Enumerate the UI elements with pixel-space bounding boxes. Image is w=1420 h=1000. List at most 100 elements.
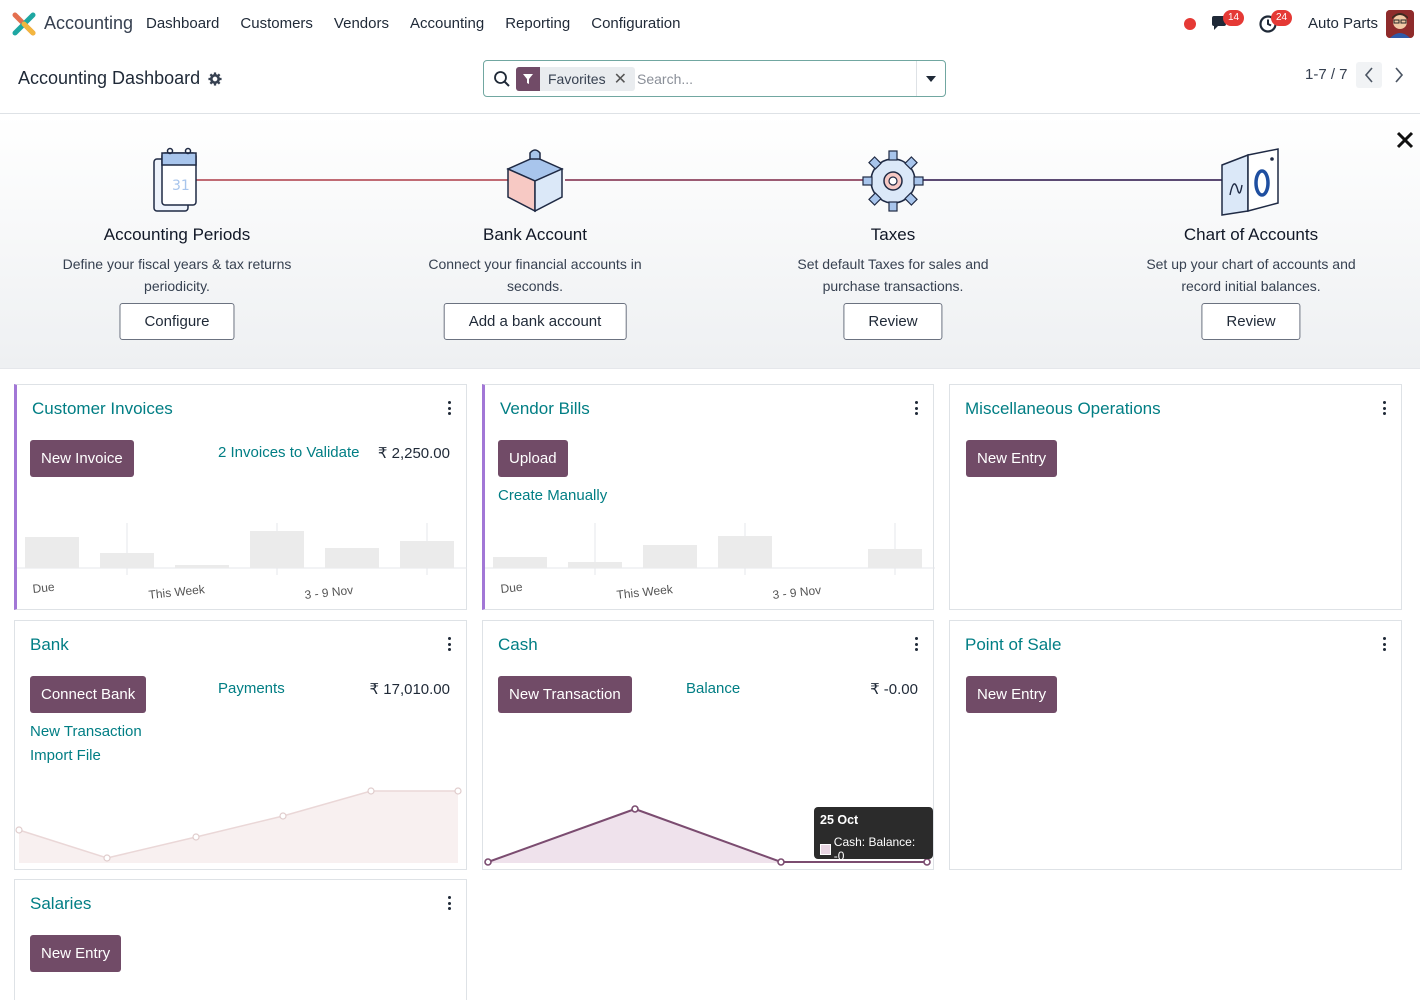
- bank-line-graph[interactable]: [15, 781, 465, 869]
- menu-vendors[interactable]: Vendors: [333, 15, 389, 32]
- bar[interactable]: [568, 562, 622, 568]
- menu-accounting[interactable]: Accounting: [409, 15, 485, 32]
- search-input[interactable]: [637, 69, 907, 89]
- bar[interactable]: [400, 541, 454, 568]
- data-point[interactable]: [103, 854, 111, 862]
- close-icon[interactable]: [1395, 130, 1415, 150]
- data-point[interactable]: [192, 833, 200, 841]
- user-avatar[interactable]: [1386, 10, 1414, 38]
- new-transaction-link[interactable]: New Transaction: [30, 723, 142, 740]
- review-chart-of-accounts-button[interactable]: Review: [1201, 303, 1301, 340]
- search-bar[interactable]: Favorites ✕: [483, 60, 946, 97]
- salaries-card: Salaries New Entry: [14, 879, 467, 1000]
- kebab-menu-icon[interactable]: [915, 401, 919, 417]
- company-switcher[interactable]: Auto Parts: [1308, 15, 1379, 32]
- cash-card: Cash New Transaction Balance ₹ -0.00 25 …: [482, 620, 934, 870]
- remove-facet-icon[interactable]: ✕: [613, 71, 627, 88]
- bar[interactable]: [250, 531, 304, 568]
- step-description: Set up your chart of accounts and record…: [1146, 256, 1356, 294]
- data-point[interactable]: [631, 805, 639, 813]
- menu-customers[interactable]: Customers: [240, 15, 313, 32]
- step-connector: [920, 179, 1225, 181]
- bar[interactable]: [868, 549, 922, 568]
- bar[interactable]: [175, 565, 229, 568]
- point-of-sale-card: Point of Sale New Entry: [949, 620, 1402, 870]
- step-title: Accounting Periods: [103, 225, 251, 244]
- data-point[interactable]: [279, 812, 287, 820]
- new-invoice-button[interactable]: New Invoice: [30, 440, 134, 477]
- search-icon[interactable]: [493, 70, 511, 88]
- bank-balance-amount[interactable]: ₹ 17,010.00: [369, 681, 450, 698]
- pager-next-button[interactable]: [1386, 62, 1412, 88]
- step-description: Define your fiscal years & tax returns p…: [62, 256, 292, 294]
- balance-link[interactable]: Balance: [686, 680, 741, 697]
- bar[interactable]: [643, 545, 697, 568]
- legend-swatch: [820, 843, 831, 855]
- gears-icon: [862, 150, 924, 212]
- bar[interactable]: [25, 537, 79, 568]
- bills-bar-graph[interactable]: Due This Week 3 - 9 Nov: [485, 515, 935, 610]
- new-entry-button[interactable]: New Entry: [30, 935, 122, 972]
- chevron-right-icon: [1395, 67, 1404, 83]
- data-point[interactable]: [454, 787, 462, 795]
- bar[interactable]: [325, 548, 379, 568]
- card-title[interactable]: Bank: [30, 635, 69, 654]
- card-title[interactable]: Point of Sale: [965, 635, 1062, 654]
- new-entry-button[interactable]: New Entry: [966, 676, 1058, 713]
- svg-text:31: 31: [172, 178, 190, 194]
- step-title: Taxes: [870, 225, 916, 244]
- create-manually-link[interactable]: Create Manually: [498, 487, 608, 504]
- invoices-bar-graph[interactable]: Due This Week 3 - 9 Nov: [17, 515, 467, 610]
- cash-balance-amount[interactable]: ₹ -0.00: [870, 681, 918, 698]
- bar[interactable]: [493, 557, 547, 568]
- upload-button[interactable]: Upload: [498, 440, 568, 477]
- menu-configuration[interactable]: Configuration: [591, 15, 681, 32]
- new-transaction-button[interactable]: New Transaction: [498, 676, 632, 713]
- card-title[interactable]: Cash: [498, 635, 538, 654]
- connect-bank-button[interactable]: Connect Bank: [30, 676, 147, 713]
- new-entry-button[interactable]: New Entry: [966, 440, 1058, 477]
- app-name[interactable]: Accounting: [44, 13, 134, 33]
- card-title[interactable]: Salaries: [30, 894, 92, 913]
- import-file-link[interactable]: Import File: [30, 747, 101, 764]
- data-point[interactable]: [15, 826, 23, 834]
- bar[interactable]: [100, 553, 154, 568]
- cash-line-graph[interactable]: [483, 801, 933, 869]
- data-point[interactable]: [777, 858, 785, 866]
- data-point[interactable]: [367, 787, 375, 795]
- invoices-amount[interactable]: ₹ 2,250.00: [377, 445, 450, 462]
- top-navbar: Accounting Dashboard Customers Vendors A…: [0, 0, 1420, 48]
- kebab-menu-icon[interactable]: [448, 401, 452, 417]
- menu-dashboard[interactable]: Dashboard: [146, 15, 220, 32]
- pager-value[interactable]: 1-7 / 7: [1305, 66, 1348, 83]
- step-title: Bank Account: [483, 225, 587, 244]
- accounting-app-logo-icon[interactable]: [12, 12, 36, 36]
- tooltip-row: Cash: Balance: -0: [820, 835, 927, 863]
- pager-previous-button[interactable]: [1356, 62, 1382, 88]
- card-title[interactable]: Vendor Bills: [500, 399, 590, 418]
- kebab-menu-icon[interactable]: [1383, 401, 1387, 417]
- data-point[interactable]: [484, 858, 492, 866]
- main-menu: Dashboard Customers Vendors Accounting R…: [146, 15, 680, 32]
- kebab-menu-icon[interactable]: [915, 637, 919, 653]
- card-title[interactable]: Customer Invoices: [32, 399, 173, 418]
- favorites-facet[interactable]: Favorites ✕: [516, 67, 635, 91]
- configure-button[interactable]: Configure: [119, 303, 235, 340]
- payments-link[interactable]: Payments: [218, 680, 285, 697]
- add-bank-account-button[interactable]: Add a bank account: [443, 303, 627, 340]
- card-title[interactable]: Miscellaneous Operations: [965, 399, 1161, 418]
- recording-indicator-icon[interactable]: [1184, 18, 1196, 30]
- menu-reporting[interactable]: Reporting: [505, 15, 571, 32]
- invoices-to-validate-link[interactable]: 2 Invoices to Validate: [218, 444, 360, 461]
- review-taxes-button[interactable]: Review: [843, 303, 943, 340]
- bar[interactable]: [718, 536, 772, 568]
- kebab-menu-icon[interactable]: [448, 637, 452, 653]
- data-point[interactable]: [923, 858, 931, 866]
- kebab-menu-icon[interactable]: [448, 896, 452, 912]
- step-description: Connect your financial accounts in secon…: [428, 256, 642, 294]
- search-options-toggle[interactable]: [916, 61, 945, 96]
- chat-icon[interactable]: [1210, 14, 1230, 34]
- chevron-left-icon: [1364, 67, 1373, 83]
- gear-icon[interactable]: [208, 71, 222, 86]
- kebab-menu-icon[interactable]: [1383, 637, 1387, 653]
